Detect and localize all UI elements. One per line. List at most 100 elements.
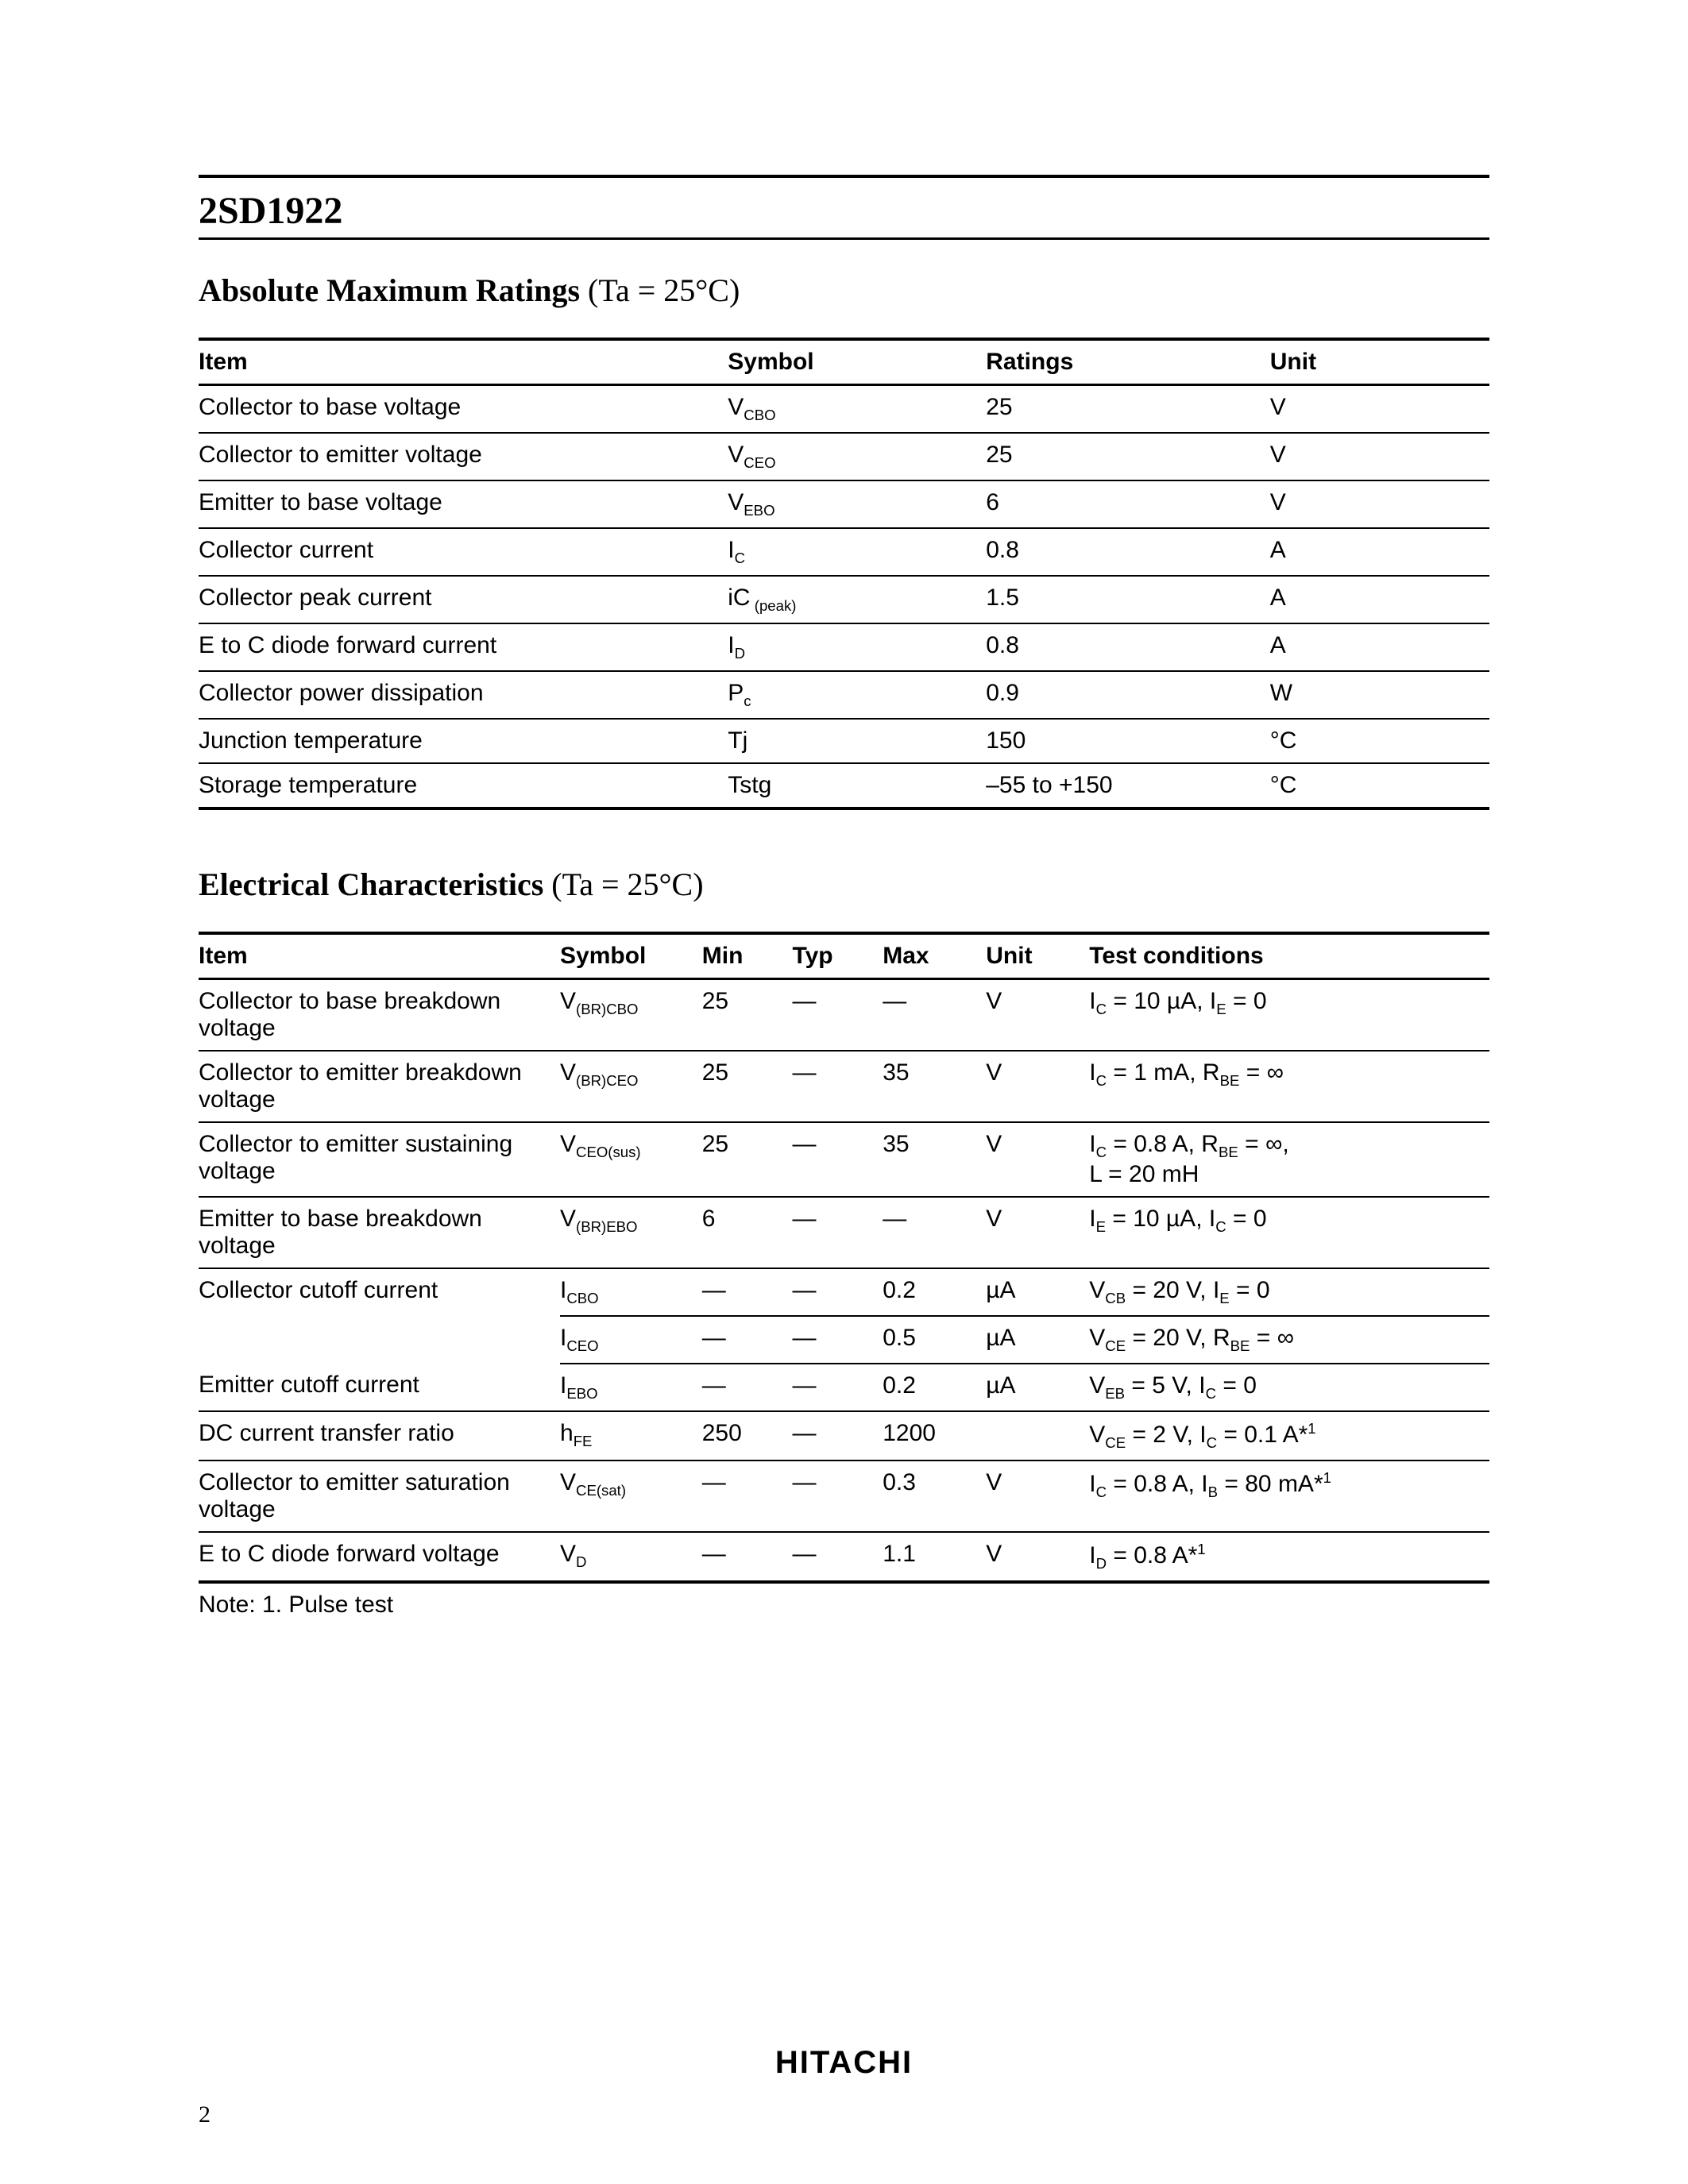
cell-unit: V — [1270, 480, 1489, 528]
cell-max: 0.3 — [883, 1461, 986, 1532]
column-header: Min — [702, 933, 793, 979]
cell-unit: µA — [986, 1268, 1089, 1316]
cell-unit: V — [986, 1051, 1089, 1122]
column-header: Symbol — [560, 933, 702, 979]
cell-symbol: Pc — [728, 671, 986, 719]
cell-max: — — [883, 1197, 986, 1268]
cell-unit: V — [986, 979, 1089, 1051]
absolute-maximum-ratings-table: ItemSymbolRatingsUnit Collector to base … — [199, 338, 1489, 810]
cell-typ: — — [793, 1268, 883, 1316]
part-number: 2SD1922 — [199, 186, 1489, 237]
cell-min: 25 — [702, 1051, 793, 1122]
cell-symbol: hFE — [560, 1411, 702, 1461]
electrical-characteristics-table: ItemSymbolMinTypMaxUnitTest conditions C… — [199, 932, 1489, 1584]
column-header: Test conditions — [1089, 933, 1489, 979]
cell-test-conditions: IE = 10 µA, IC = 0 — [1089, 1197, 1489, 1268]
cell-typ: — — [793, 1461, 883, 1532]
cell-test-conditions: VCE = 20 V, RBE = ∞ — [1089, 1316, 1489, 1364]
cell-test-conditions: VCE = 2 V, IC = 0.1 A*1 — [1089, 1411, 1489, 1461]
cell-item: Emitter cutoff current — [199, 1364, 560, 1411]
table-row: Collector to emitter breakdown voltageV(… — [199, 1051, 1489, 1122]
cell-symbol: Tj — [728, 719, 986, 763]
cell-item: Collector to emitter sustaining voltage — [199, 1122, 560, 1197]
cell-min: 25 — [702, 1122, 793, 1197]
cell-ratings: 6 — [986, 480, 1270, 528]
cell-test-conditions: IC = 1 mA, RBE = ∞ — [1089, 1051, 1489, 1122]
cell-min: — — [702, 1268, 793, 1316]
cell-symbol: iC (peak) — [728, 576, 986, 623]
cell-item: E to C diode forward voltage — [199, 1532, 560, 1582]
cell-typ: — — [793, 1051, 883, 1122]
cell-max: 1200 — [883, 1411, 986, 1461]
cell-item: Collector to emitter breakdown voltage — [199, 1051, 560, 1122]
cell-typ: — — [793, 1411, 883, 1461]
cell-typ: — — [793, 1316, 883, 1364]
cell-unit: V — [1270, 385, 1489, 434]
cell-symbol: ICEO — [560, 1316, 702, 1364]
cell-item: Collector to emitter voltage — [199, 433, 728, 480]
column-header: Unit — [1270, 339, 1489, 385]
cell-typ: — — [793, 1532, 883, 1582]
cell-unit: A — [1270, 576, 1489, 623]
cell-symbol: VEBO — [728, 480, 986, 528]
footer-brand: HITACHI — [0, 2045, 1688, 2081]
cell-symbol: ID — [728, 623, 986, 671]
cell-symbol: VCBO — [728, 385, 986, 434]
cell-max: 0.2 — [883, 1364, 986, 1411]
under-rule — [199, 237, 1489, 240]
cell-ratings: 0.8 — [986, 623, 1270, 671]
table-row: Collector to emitter sustaining voltage V… — [199, 1122, 1489, 1197]
table-row: Collector peak currentiC (peak)1.5A — [199, 576, 1489, 623]
cell-unit: W — [1270, 671, 1489, 719]
section-2-heading: Electrical Characteristics (Ta = 25°C) — [199, 866, 1489, 903]
cell-unit: V — [986, 1122, 1089, 1197]
cell-item: Collector to base breakdown voltage — [199, 979, 560, 1051]
section-1-condition: (Ta = 25°C) — [580, 272, 740, 308]
table-row: Collector power dissipationPc0.9W — [199, 671, 1489, 719]
table-row: Collector to base breakdown voltageV(BR)… — [199, 979, 1489, 1051]
cell-min: — — [702, 1316, 793, 1364]
column-header: Max — [883, 933, 986, 979]
table-row: E to C diode forward voltageVD——1.1VID =… — [199, 1532, 1489, 1582]
section-1-heading: Absolute Maximum Ratings (Ta = 25°C) — [199, 272, 1489, 309]
cell-item: Junction temperature — [199, 719, 728, 763]
cell-symbol: V(BR)CBO — [560, 979, 702, 1051]
cell-unit: V — [1270, 433, 1489, 480]
cell-max: — — [883, 979, 986, 1051]
cell-min: — — [702, 1461, 793, 1532]
cell-item: E to C diode forward current — [199, 623, 728, 671]
cell-ratings: 0.9 — [986, 671, 1270, 719]
cell-test-conditions: IC = 0.8 A, IB = 80 mA*1 — [1089, 1461, 1489, 1532]
top-rule — [199, 175, 1489, 178]
cell-max: 0.2 — [883, 1268, 986, 1316]
cell-symbol: VCEO — [728, 433, 986, 480]
cell-typ: — — [793, 1197, 883, 1268]
cell-ratings: –55 to +150 — [986, 763, 1270, 808]
cell-item: Collector to emitter saturation voltage — [199, 1461, 560, 1532]
cell-unit: °C — [1270, 763, 1489, 808]
column-header: Symbol — [728, 339, 986, 385]
table-row: Collector to emitter voltageVCEO25V — [199, 433, 1489, 480]
cell-max: 0.5 — [883, 1316, 986, 1364]
table-row: Collector currentIC0.8A — [199, 528, 1489, 576]
cell-ratings: 25 — [986, 385, 1270, 434]
cell-item — [199, 1316, 560, 1364]
cell-ratings: 0.8 — [986, 528, 1270, 576]
cell-item: Emitter to base breakdown voltage — [199, 1197, 560, 1268]
cell-min: 25 — [702, 979, 793, 1051]
cell-min: — — [702, 1364, 793, 1411]
table-row: Emitter cutoff currentIEBO——0.2µAVEB = 5… — [199, 1364, 1489, 1411]
cell-typ: — — [793, 979, 883, 1051]
cell-max: 1.1 — [883, 1532, 986, 1582]
cell-test-conditions: ID = 0.8 A*1 — [1089, 1532, 1489, 1582]
cell-item: Collector power dissipation — [199, 671, 728, 719]
cell-test-conditions: IC = 0.8 A, RBE = ∞,L = 20 mH — [1089, 1122, 1489, 1197]
cell-item: Emitter to base voltage — [199, 480, 728, 528]
column-header: Unit — [986, 933, 1089, 979]
column-header: Ratings — [986, 339, 1270, 385]
table-row: Collector to emitter saturation voltageV… — [199, 1461, 1489, 1532]
cell-symbol: V(BR)EBO — [560, 1197, 702, 1268]
cell-item: DC current transfer ratio — [199, 1411, 560, 1461]
cell-unit: V — [986, 1197, 1089, 1268]
cell-unit: µA — [986, 1316, 1089, 1364]
